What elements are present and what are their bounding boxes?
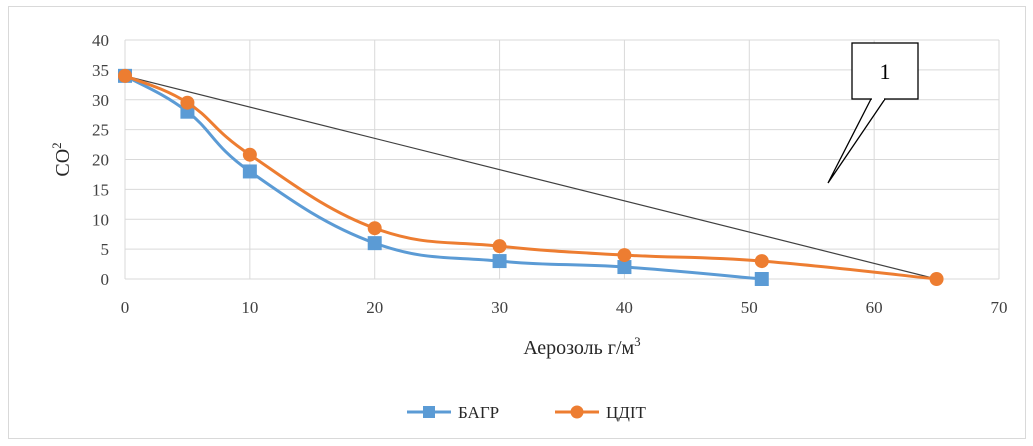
data-point-0-4 (492, 254, 507, 269)
callout-label: 1 (880, 59, 891, 84)
y-tick-label-40: 40 (92, 31, 109, 50)
y-tick-label-20: 20 (92, 151, 109, 170)
x-tick-label-30: 30 (491, 298, 508, 317)
callout-annotation: 1 (827, 42, 919, 184)
grid-layer (124, 39, 1000, 280)
y-tick-label-15: 15 (92, 180, 109, 199)
data-point-1-6 (754, 254, 769, 269)
x-tick-label-20: 20 (366, 298, 383, 317)
x-tick-label-10: 10 (241, 298, 258, 317)
data-point-1-3 (367, 221, 382, 236)
legend-marker-bagr (423, 406, 435, 418)
y-tick-label-35: 35 (92, 61, 109, 80)
callout-pointer (827, 98, 886, 184)
legend-item-tsdit: ЦДІТ (555, 403, 647, 422)
x-tick-label-40: 40 (616, 298, 633, 317)
data-point-0-6 (754, 272, 769, 286)
data-point-0-5 (617, 260, 632, 275)
data-point-1-5 (617, 248, 632, 263)
y-tick-label-10: 10 (92, 210, 109, 229)
data-point-1-2 (242, 147, 257, 162)
data-point-1-0 (118, 68, 132, 83)
legend-marker-tsdit (570, 405, 584, 419)
series-0 (118, 68, 769, 286)
x-tick-label-50: 50 (741, 298, 758, 317)
tick-label-layer: 0 5 10 15 20 25 30 35 40 0 10 20 30 40 50 60 70 (92, 31, 1008, 317)
data-point-1-1 (180, 95, 195, 110)
x-axis-title: Аерозоль г/м3 (523, 334, 640, 359)
y-tick-label-5: 5 (101, 240, 110, 259)
series-1 (118, 68, 944, 286)
legend: БАГР ЦДІТ (407, 403, 647, 422)
x-axis-title-text: Аерозоль г/м (523, 337, 634, 359)
callout-box (851, 42, 919, 100)
legend-label-bagr: БАГР (458, 403, 499, 422)
legend-item-bagr: БАГР (407, 403, 499, 422)
data-point-0-2 (242, 164, 257, 179)
y-axis-title-superscript: 2 (49, 142, 64, 149)
y-tick-label-30: 30 (92, 91, 109, 110)
y-tick-label-0: 0 (101, 270, 110, 289)
y-axis-title: CO2 (49, 142, 74, 176)
x-tick-label-0: 0 (121, 298, 130, 317)
legend-label-tsdit: ЦДІТ (606, 403, 647, 422)
series-layer (118, 68, 944, 286)
x-axis-title-superscript: 3 (634, 334, 641, 349)
data-point-0-3 (367, 236, 382, 251)
reference-line-layer (124, 75, 937, 280)
chart-frame: 0 5 10 15 20 25 30 35 40 0 10 20 30 40 50 60 70 Аерозоль… (8, 6, 1026, 439)
x-tick-label-70: 70 (991, 298, 1008, 317)
y-axis-title-text: CO (52, 149, 74, 177)
reference-line (124, 75, 937, 280)
chart-svg: 0 5 10 15 20 25 30 35 40 0 10 20 30 40 50 60 70 Аерозоль… (49, 31, 1008, 422)
x-tick-label-60: 60 (866, 298, 883, 317)
data-point-1-7 (929, 272, 944, 286)
y-tick-label-25: 25 (92, 121, 109, 140)
series-line-0 (124, 74, 762, 281)
data-point-1-4 (492, 239, 507, 254)
